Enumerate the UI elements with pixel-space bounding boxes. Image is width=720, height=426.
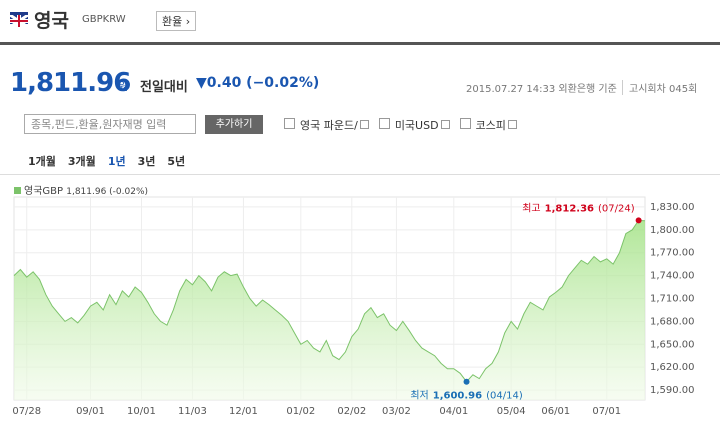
price-unit: 원 [118, 80, 129, 93]
compare-item[interactable]: 미국USD [378, 117, 450, 133]
search-input[interactable]: 종목,펀드,환율,원자재명 입력 [24, 114, 196, 134]
extreme-annotation: 최저 1,600.96 (04/14) [410, 390, 522, 402]
checkbox [284, 118, 295, 129]
change: ▼0.40 (−0.02%) [196, 75, 320, 91]
compare-item[interactable]: 영국 파운드/ [284, 117, 369, 133]
price-info: 2015.07.27 14:33 외환은행 기준 [466, 84, 617, 95]
period-tab[interactable]: 1개월 [28, 155, 56, 168]
annotation-value-label: 1,812.36 [545, 203, 594, 214]
change-label: 전일대비 [140, 80, 188, 95]
currency-code: GBPKRW [82, 14, 126, 25]
extreme-annotation: 최고 1,812.36 (07/24) [522, 202, 634, 214]
period-tabs: 1개월 3개월 1년 3년 5년 [28, 153, 185, 169]
annotation-label: 최고 [522, 202, 540, 214]
x-tick-label: 09/01 [76, 406, 105, 417]
x-tick-label: 02/02 [337, 406, 366, 417]
x-tick-label: 05/04 [497, 406, 526, 417]
compare-items: 영국 파운드/미국USD 코스피 [284, 117, 517, 133]
legend-swatch [14, 187, 21, 194]
divider [0, 42, 720, 45]
checkbox [378, 118, 390, 129]
y-tick-label: 1,740.00 [650, 271, 695, 282]
legend-info: 1,811.96 (-0.02%) [66, 187, 149, 197]
period-tab[interactable]: 1년 [107, 155, 126, 168]
line [13, 219, 646, 383]
currency-name: 영국 [34, 10, 69, 32]
x-tick-label: 12/01 [229, 406, 258, 417]
flag-icon [9, 13, 29, 29]
extreme-marker [635, 217, 642, 224]
round-info: 고시회차 045회 [622, 80, 697, 95]
remove-icon [359, 120, 369, 129]
x-tick-label: 07/01 [592, 406, 621, 417]
y-tick-label: 1,650.00 [650, 339, 695, 350]
x-tick-label: 04/01 [439, 406, 468, 417]
x-tick-label: 07/28 [12, 406, 41, 417]
flag [9, 12, 29, 29]
y-tick-label: 1,620.00 [650, 362, 695, 373]
y-tick-label: 1,680.00 [650, 316, 695, 327]
period-tab[interactable]: 5년 [167, 155, 186, 168]
x-tick-label: 06/01 [541, 406, 570, 417]
period-tab[interactable]: 3년 [137, 155, 156, 168]
tab-divider [0, 174, 720, 175]
x-tick-label: 10/01 [127, 406, 156, 417]
annotation-date: (07/24) [598, 203, 635, 214]
price: 1,811.96 [10, 68, 131, 98]
remove-icon [440, 120, 450, 129]
exchange-button[interactable]: 환율 › [156, 11, 197, 31]
legend: 영국GBP 1,811.96 (-0.02%) [14, 182, 148, 197]
remove-icon [507, 120, 517, 129]
legend-label: 영국GBP [24, 186, 64, 197]
item-label: 영국 파운드/ [300, 119, 358, 132]
x-tick-label: 11/03 [178, 406, 207, 417]
y-tick-label: 1,770.00 [650, 248, 695, 259]
item-label: 코스피 [475, 119, 506, 132]
x-tick-label: 01/02 [286, 406, 315, 417]
annotation-value-label: 1,600.96 [433, 391, 482, 402]
item-label: 미국USD [394, 119, 439, 132]
area [14, 220, 645, 400]
y-tick-label: 1,830.00 [650, 202, 695, 213]
y-tick-label: 1,800.00 [650, 225, 695, 236]
add-button[interactable]: 추가하기 [205, 115, 263, 134]
checkbox [459, 118, 471, 129]
period-tab[interactable]: 3개월 [67, 155, 96, 168]
annotation-label: 최저 [410, 390, 428, 402]
extreme-marker [463, 378, 470, 385]
y-tick-label: 1,590.00 [650, 385, 695, 396]
x-tick-label: 03/02 [382, 406, 411, 417]
y-tick-label: 1,710.00 [650, 294, 695, 305]
compare-item[interactable]: 코스피 [459, 117, 517, 133]
annotation-date: (04/14) [486, 391, 523, 402]
